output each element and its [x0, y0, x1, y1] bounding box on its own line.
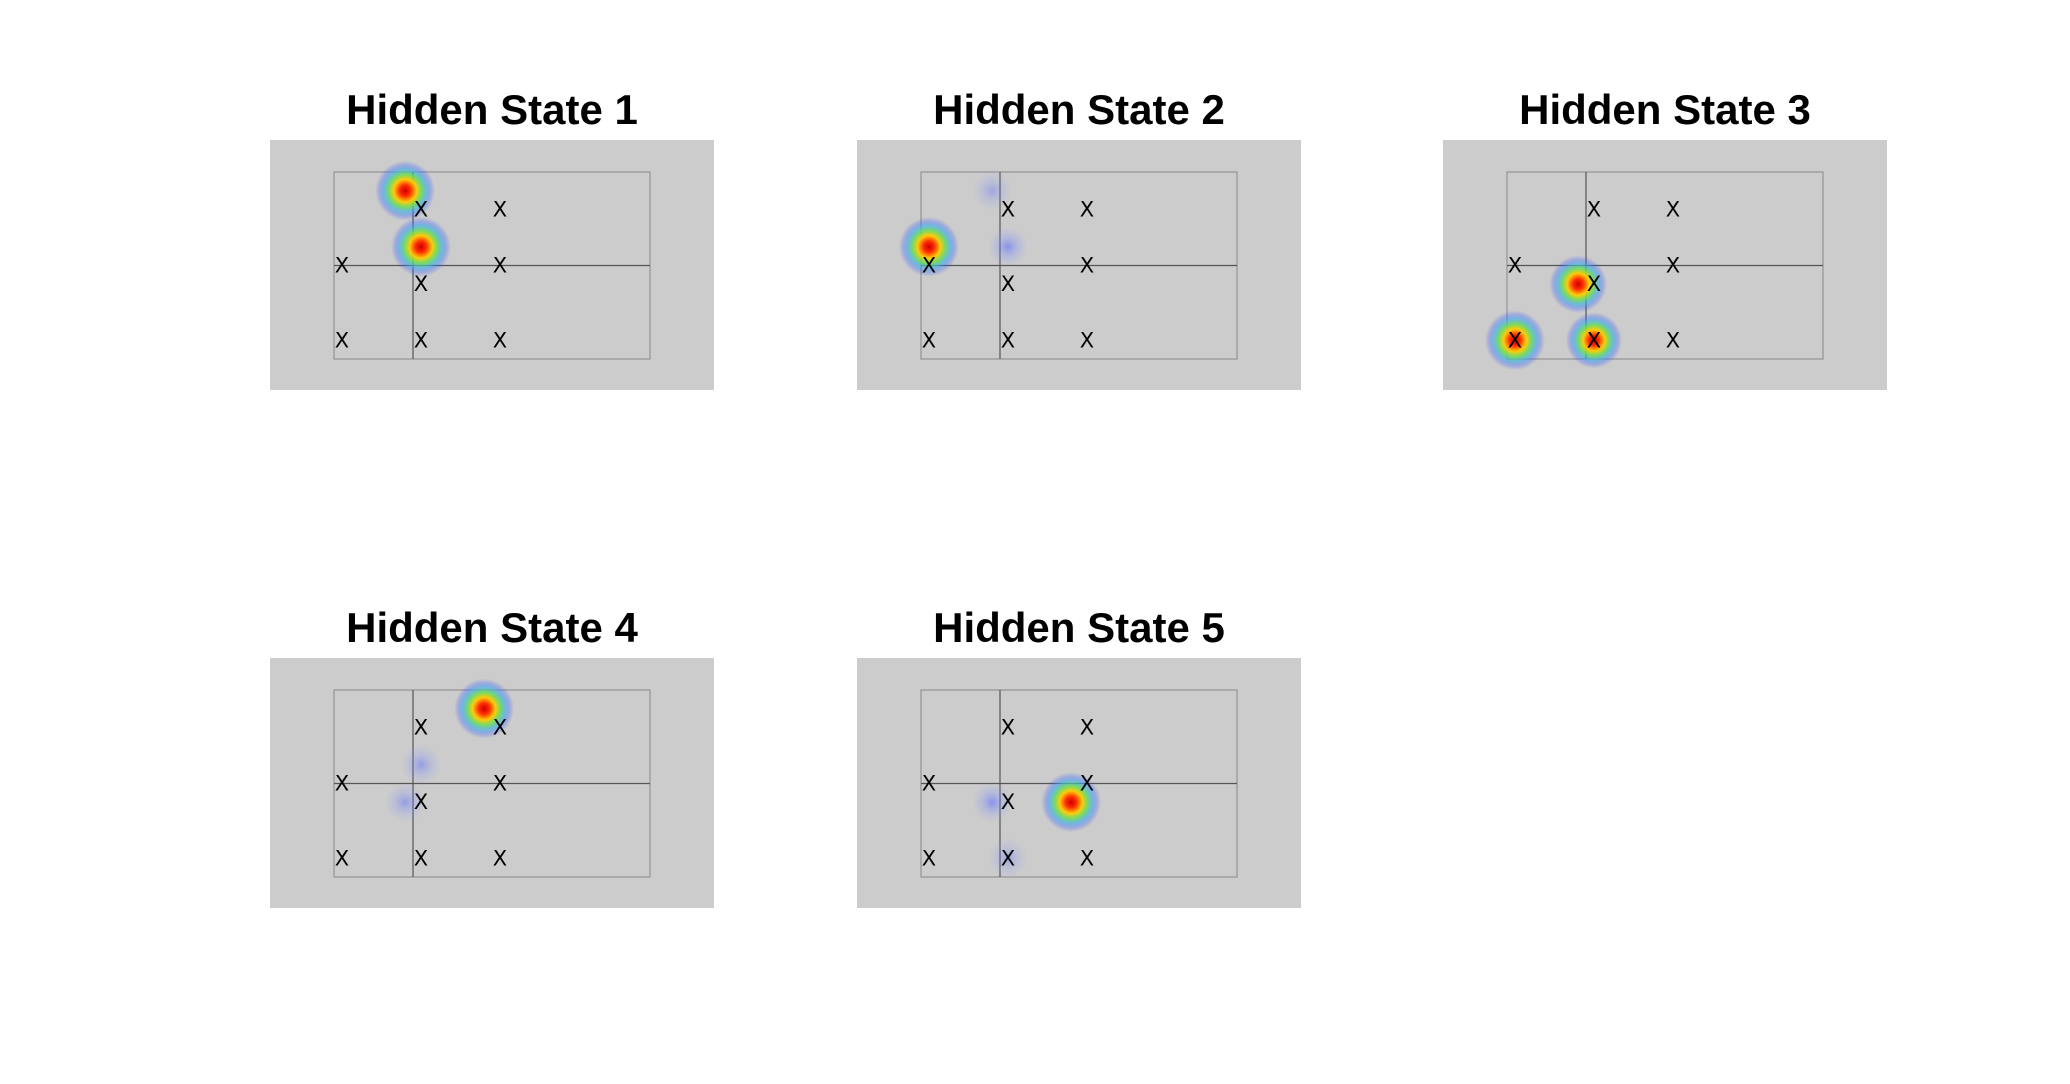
x-marker: X [1508, 328, 1522, 352]
x-marker: X [1080, 254, 1094, 278]
panel-hidden-state-4: Hidden State 4 X X X X X X X X [270, 603, 714, 908]
x-marker: X [1080, 328, 1094, 352]
x-marker: X [1666, 197, 1680, 221]
panel-hidden-state-5: Hidden State 5 X X X X X X X X [857, 603, 1301, 908]
x-marker: X [414, 715, 428, 739]
heat-hotspot [375, 160, 436, 221]
x-marker: X [1080, 772, 1094, 796]
x-marker: X [922, 846, 936, 870]
x-marker: X [1666, 254, 1680, 278]
x-marker: X [335, 846, 349, 870]
heat-hotspot [454, 678, 515, 739]
x-marker: X [922, 772, 936, 796]
panel-title: Hidden State 3 [1519, 86, 1811, 133]
x-marker: X [1587, 272, 1601, 296]
panel-title: Hidden State 1 [346, 86, 638, 133]
heat-hotspot [385, 782, 426, 823]
x-marker: X [493, 254, 507, 278]
heat-hotspot [390, 216, 451, 277]
heat-hotspot [1484, 310, 1545, 371]
x-marker: X [1001, 328, 1015, 352]
x-marker: X [335, 328, 349, 352]
x-marker: X [335, 254, 349, 278]
x-marker: X [414, 328, 428, 352]
heat-hotspot [987, 838, 1028, 879]
heat-hotspot [1549, 255, 1607, 314]
x-marker: X [1001, 197, 1015, 221]
panel-title: Hidden State 5 [933, 604, 1225, 651]
x-marker: X [1587, 197, 1601, 221]
x-marker: X [922, 254, 936, 278]
x-marker: X [414, 790, 428, 814]
panel-hidden-state-3: Hidden State 3 X X X X X X X X [1443, 85, 1887, 390]
x-marker: X [1001, 272, 1015, 296]
heat-hotspot [972, 782, 1013, 823]
heat-hotspot [898, 216, 959, 277]
heat-hotspot [987, 226, 1028, 267]
x-marker: X [414, 197, 428, 221]
panel-title: Hidden State 4 [346, 604, 638, 651]
x-marker: X [493, 197, 507, 221]
heat-hotspot [400, 744, 441, 785]
x-marker: X [1080, 197, 1094, 221]
x-marker: X [414, 846, 428, 870]
heat-hotspot [972, 170, 1013, 211]
x-marker: X [335, 772, 349, 796]
x-marker: X [1001, 790, 1015, 814]
heatmap-plot: X X X X X X X X [270, 140, 714, 390]
panel-hidden-state-1: Hidden State 1 X X X X X X X X [270, 85, 714, 390]
heatmap-plot: X X X X X X X X [857, 658, 1301, 908]
x-marker: X [1001, 846, 1015, 870]
x-marker: X [1508, 254, 1522, 278]
heatmap-plot: X X X X X X X X [1443, 140, 1887, 390]
x-marker: X [1587, 328, 1601, 352]
heatmap-plot: X X X X X X X X [857, 140, 1301, 390]
heatmap-plot: X X X X X X X X [270, 658, 714, 908]
x-marker: X [1666, 328, 1680, 352]
panel-hidden-state-2: Hidden State 2 X X X X X X X X [857, 85, 1301, 390]
x-marker: X [1080, 846, 1094, 870]
x-marker: X [493, 772, 507, 796]
x-marker: X [493, 715, 507, 739]
x-marker: X [493, 328, 507, 352]
x-marker: X [922, 328, 936, 352]
panel-title: Hidden State 2 [933, 86, 1225, 133]
x-marker: X [1001, 715, 1015, 739]
x-marker: X [414, 272, 428, 296]
heat-hotspot [1565, 312, 1623, 369]
x-marker: X [1080, 715, 1094, 739]
x-marker: X [493, 846, 507, 870]
heat-hotspot [1041, 772, 1102, 833]
